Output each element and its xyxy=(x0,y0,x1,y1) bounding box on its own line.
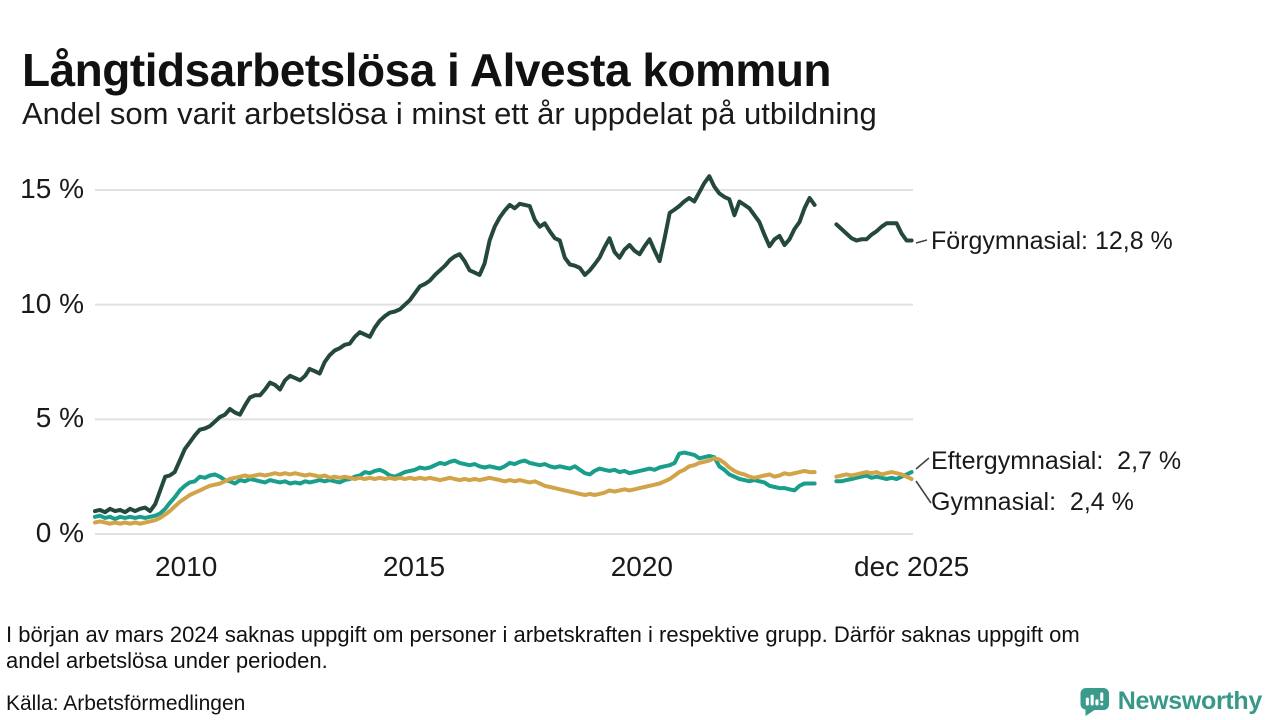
y-axis-tick-label: 15 % xyxy=(20,173,84,204)
page-subtitle: Andel som varit arbetslösa i minst ett å… xyxy=(22,96,877,131)
x-axis-tick-label: 2020 xyxy=(610,551,673,582)
series-line-eftergymnasial xyxy=(93,450,914,522)
x-axis-tick-label: 2010 xyxy=(154,551,218,582)
newsworthy-logo: Newsworthy xyxy=(1079,686,1262,717)
series-end-label-forgymnasial: Förgymnasial: 12,8 % xyxy=(931,227,1173,255)
source-credit: Källa: Arbetsförmedlingen xyxy=(6,692,246,715)
label-leader-line xyxy=(915,239,928,244)
series-end-label-eftergymnasial: Eftergymnasial: 2,7 % xyxy=(931,447,1182,475)
newsworthy-speech-bubble-chart-icon xyxy=(1080,688,1109,716)
footnote-line-1: I början av mars 2024 saknas uppgift om … xyxy=(6,622,1080,647)
y-axis-tick-label: 10 % xyxy=(20,287,84,319)
x-axis-tick-label: dec 2025 xyxy=(854,551,970,582)
label-leader-line xyxy=(915,457,930,470)
x-axis-tick-label: 2015 xyxy=(382,551,446,582)
label-leader-line xyxy=(915,480,932,504)
series-end-label-gymnasial: Gymnasial: 2,4 % xyxy=(931,488,1134,516)
newsworthy-wordmark: Newsworthy xyxy=(1117,687,1263,715)
y-axis-tick-label: 0 % xyxy=(35,517,84,548)
series-line-förgymnasial xyxy=(93,174,914,515)
footnote-line-2: andel arbetslösa under perioden. xyxy=(6,648,328,673)
page-title: Långtidsarbetslösa i Alvesta kommun xyxy=(22,43,832,96)
series-line-gymnasial xyxy=(93,456,914,526)
y-axis-tick-label: 5 % xyxy=(35,402,84,434)
